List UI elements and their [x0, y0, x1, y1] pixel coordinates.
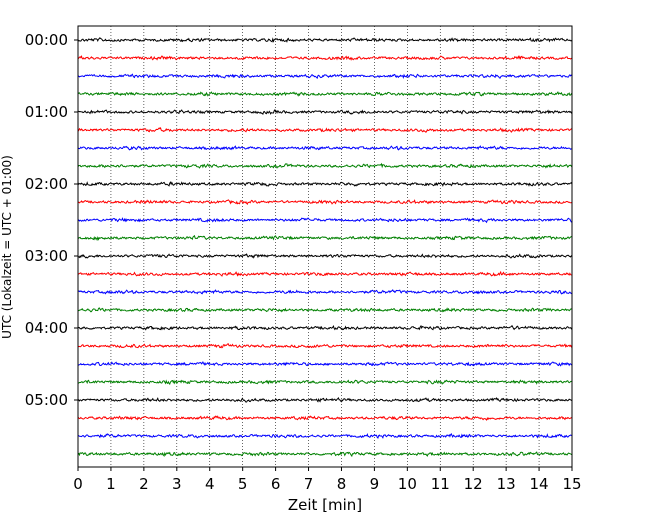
- y-axis: 00:00 01:00 02:00 03:00 04:00 05:00: [25, 31, 78, 409]
- seismic-trace: [77, 234, 573, 242]
- seismic-trace: [77, 145, 573, 151]
- seismic-trace: [77, 199, 573, 206]
- seismic-trace: [77, 415, 573, 421]
- seismic-trace: [77, 432, 573, 439]
- trace-layer: [77, 37, 573, 458]
- plot-frame: [77, 25, 573, 468]
- x-tick-label: 1: [106, 475, 116, 493]
- seismic-trace: [77, 37, 573, 43]
- y-tick-label: 04:00: [25, 319, 68, 337]
- y-tick-label: 05:00: [25, 391, 68, 409]
- seismic-trace: [77, 289, 573, 295]
- seismic-trace: [77, 91, 573, 97]
- grid-layer: [110, 26, 540, 467]
- x-tick-label: 10: [398, 475, 417, 493]
- seismic-trace: [77, 217, 573, 224]
- x-tick-label: 2: [139, 475, 149, 493]
- x-tick-label: 6: [271, 475, 281, 493]
- seismic-trace: [77, 270, 573, 277]
- x-tick-label: 14: [530, 475, 549, 493]
- seismic-trace: [77, 379, 573, 386]
- seismic-trace: [77, 108, 573, 115]
- x-axis-label: Zeit [min]: [288, 496, 362, 514]
- seismic-trace: [77, 324, 573, 331]
- x-tick-label: 15: [562, 475, 581, 493]
- seismic-trace: [77, 451, 573, 458]
- x-tick-label: 12: [464, 475, 483, 493]
- seismic-trace: [77, 127, 573, 133]
- x-tick-label: 9: [370, 475, 380, 493]
- x-tick-label: 11: [431, 475, 450, 493]
- x-tick-label: 5: [238, 475, 248, 493]
- seismic-trace: [77, 307, 573, 313]
- y-tick-label: 03:00: [25, 247, 68, 265]
- x-tick-label: 4: [205, 475, 215, 493]
- y-tick-label: 01:00: [25, 103, 68, 121]
- x-tick-label: 0: [73, 475, 83, 493]
- seismic-trace: [77, 360, 573, 367]
- seismic-trace: [77, 54, 573, 61]
- x-tick-label: 13: [497, 475, 516, 493]
- seismic-trace: [77, 162, 573, 169]
- y-tick-label: 00:00: [25, 31, 68, 49]
- seismic-trace: [77, 396, 573, 403]
- x-tick-label: 8: [337, 475, 347, 493]
- x-axis: 0 1 2 3 4 5 6 7 8 9 10 11 12 13 14 15: [73, 467, 582, 493]
- seismic-trace: [77, 73, 573, 79]
- seismic-trace: [77, 343, 573, 349]
- seismic-trace: [77, 253, 573, 259]
- y-axis-label: UTC (Lokalzeit = UTC + 01:00): [0, 155, 14, 339]
- x-tick-label: 7: [304, 475, 314, 493]
- x-tick-label: 3: [172, 475, 182, 493]
- seismic-trace: [77, 181, 573, 187]
- y-tick-label: 02:00: [25, 175, 68, 193]
